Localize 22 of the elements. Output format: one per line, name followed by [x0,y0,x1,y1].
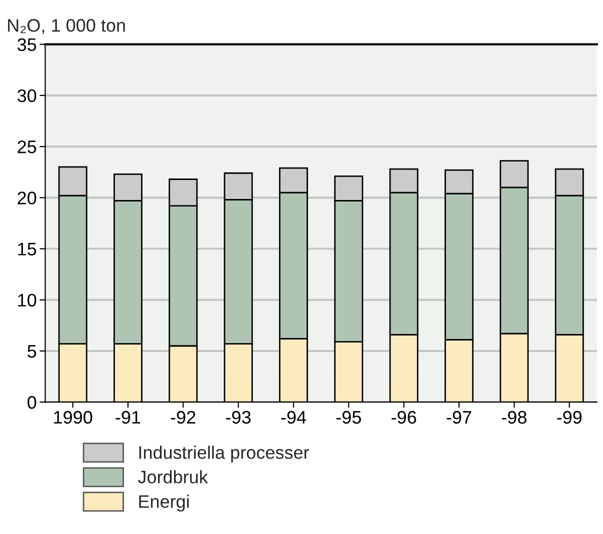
x-tick-label: -93 [226,410,251,424]
x-tick-label: -92 [170,410,196,424]
y-tick-label: 25 [18,140,36,154]
y-tick-label: 20 [18,192,36,204]
y-tick-label: 10 [18,294,36,307]
y-axis-title: N₂O, 1 000 ton [8,19,125,34]
x-tick-label: -95 [336,410,361,424]
x-tick-label: -91 [116,410,140,424]
x-tick-label: 1990 [54,410,92,424]
x-tick-label: -97 [446,410,472,424]
x-tick-label: -99 [557,410,582,424]
y-tick-label: 15 [18,242,36,256]
x-tick-label: -98 [502,410,526,424]
y-tick-label: 5 [28,345,36,358]
y-tick-label: 35 [18,38,36,52]
x-tick-label: -94 [281,410,306,424]
legend-label: Energi [139,494,189,512]
legend-label: Industriella processer [139,446,310,462]
x-tick-label: -96 [392,410,416,424]
y-tick-label: 30 [18,89,36,102]
y-tick-label: 0 [28,396,36,409]
legend-label: Jordbruk [138,470,208,484]
